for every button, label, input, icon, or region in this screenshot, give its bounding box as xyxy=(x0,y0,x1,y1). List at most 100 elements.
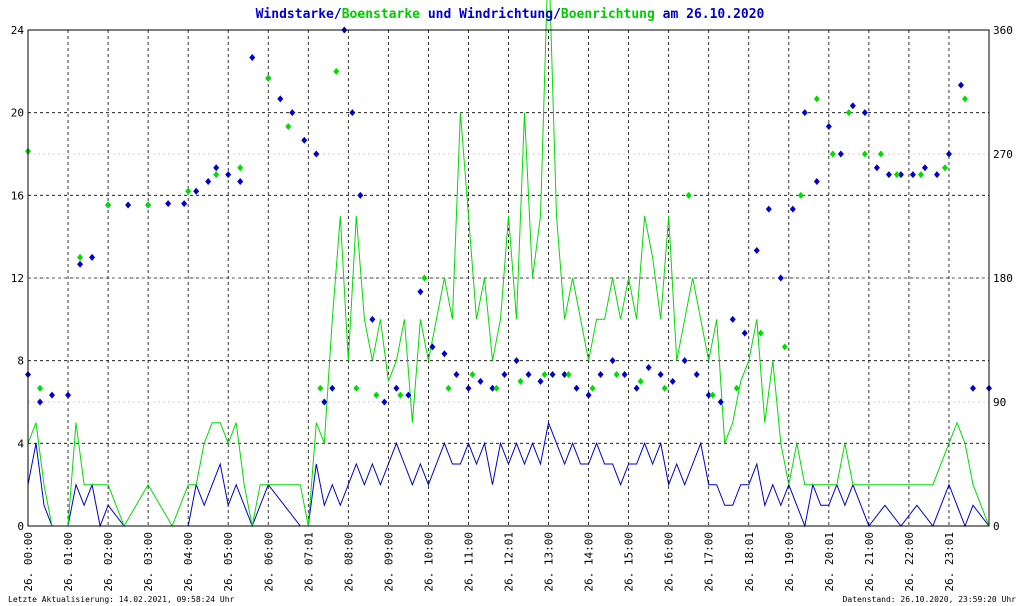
series-3-point-19 xyxy=(517,377,524,385)
series-2-point-15 xyxy=(237,178,244,186)
y-tick-right-4: 360 xyxy=(993,24,1013,37)
series-2-point-72 xyxy=(909,171,916,179)
series-2-point-31 xyxy=(417,288,424,296)
series-2-point-70 xyxy=(885,171,892,179)
series-2-point-27 xyxy=(369,315,376,323)
series-3-point-6 xyxy=(213,171,220,179)
series-2-point-21 xyxy=(313,150,320,158)
series-2-point-51 xyxy=(657,370,664,378)
series-2-point-44 xyxy=(573,384,580,392)
series-3-point-40 xyxy=(961,95,968,103)
series-2-point-68 xyxy=(861,109,868,117)
series-3-point-30 xyxy=(781,343,788,351)
series-2-point-35 xyxy=(465,384,472,392)
x-tick-10: 26. 10:00 xyxy=(422,532,435,592)
title-part-0: Windstarke xyxy=(256,7,334,22)
series-3-point-5 xyxy=(185,187,192,195)
x-tick-23: 26. 23:01 xyxy=(943,532,956,592)
x-tick-0: 26. 00:00 xyxy=(22,532,35,592)
x-tick-8: 26. 08:00 xyxy=(342,532,355,592)
y-tick-left-5: 20 xyxy=(11,107,24,120)
series-2-point-14 xyxy=(225,171,232,179)
x-tick-22: 26. 22:00 xyxy=(903,532,916,592)
series-2-point-40 xyxy=(525,370,532,378)
series-3-point-24 xyxy=(637,377,644,385)
series-line-0 xyxy=(27,420,990,528)
series-2-point-61 xyxy=(777,274,784,282)
series-2-point-65 xyxy=(825,122,832,130)
x-tick-19: 26. 19:00 xyxy=(783,532,796,592)
x-tick-12: 26. 12:01 xyxy=(503,532,516,592)
x-tick-18: 26. 18:01 xyxy=(743,532,756,592)
series-3-point-20 xyxy=(541,370,548,378)
y-tick-left-6: 24 xyxy=(11,24,25,37)
series-3-point-34 xyxy=(845,109,852,117)
series-2-point-37 xyxy=(489,384,496,392)
y-axis-right: 0 90 180 270 360 xyxy=(993,24,1013,533)
series-3-point-36 xyxy=(877,150,884,158)
x-tick-5: 26. 05:00 xyxy=(222,532,235,592)
series-3-point-31 xyxy=(797,191,804,199)
series-3-point-16 xyxy=(445,384,452,392)
series-3-point-11 xyxy=(333,67,340,75)
title-part-6: Boenrichtung xyxy=(561,7,655,22)
y-tick-left-0: 0 xyxy=(17,520,24,533)
series-2-point-52 xyxy=(669,377,676,385)
series-2-point-71 xyxy=(897,171,904,179)
x-tick-7: 26. 07:01 xyxy=(302,532,315,592)
series-2-point-63 xyxy=(801,109,808,117)
y-axis-left: 0 4 8 12 16 20 24 xyxy=(11,24,25,533)
series-2-point-39 xyxy=(513,357,520,365)
series-2-point-54 xyxy=(693,370,700,378)
series-points xyxy=(25,26,992,406)
series-2-point-75 xyxy=(945,150,952,158)
series-3-point-18 xyxy=(493,384,500,392)
x-tick-15: 26. 15:00 xyxy=(623,532,636,592)
x-axis: 26. 00:00 26. 01:00 26. 02:00 26. 03:00 26. … xyxy=(22,532,956,592)
series-2-point-4 xyxy=(77,260,84,268)
series-2-point-76 xyxy=(957,81,964,89)
series-3-point-9 xyxy=(285,122,292,130)
series-2-point-29 xyxy=(393,384,400,392)
series-2-point-18 xyxy=(277,95,284,103)
series-2-point-59 xyxy=(753,246,760,254)
y-tick-left-1: 4 xyxy=(17,437,24,450)
series-3-point-37 xyxy=(893,171,900,179)
series-2-point-64 xyxy=(813,178,820,186)
series-2-point-55 xyxy=(705,391,712,399)
footer-data-state: Datenstand: 26.10.2020, 23:59:20 Uhr xyxy=(843,595,1017,604)
series-2-point-1 xyxy=(37,398,44,406)
series-2-point-10 xyxy=(181,200,188,208)
series-2-point-20 xyxy=(301,136,308,144)
title-part-5: / xyxy=(553,7,561,22)
series-2-point-16 xyxy=(249,54,256,62)
series-3-point-39 xyxy=(941,164,948,172)
series-2-point-32 xyxy=(429,343,436,351)
series-2-point-69 xyxy=(873,164,880,172)
x-tick-1: 26. 01:00 xyxy=(62,532,75,592)
footer-last-update: Letzte Aktualisierung: 14.02.2021, 09:58… xyxy=(8,595,235,604)
y-tick-right-2: 180 xyxy=(993,272,1013,285)
series-3-point-38 xyxy=(917,171,924,179)
title-part-4: Windrichtung xyxy=(459,7,553,22)
series-2-point-77 xyxy=(969,384,976,392)
series-line-1 xyxy=(27,0,990,528)
x-tick-13: 26. 13:00 xyxy=(543,532,556,592)
series-2-point-57 xyxy=(729,315,736,323)
series-2-point-36 xyxy=(477,377,484,385)
series-2-point-3 xyxy=(65,391,72,399)
y-tick-left-4: 16 xyxy=(11,189,24,202)
grid xyxy=(28,30,989,526)
series-3-point-12 xyxy=(353,384,360,392)
series-2-point-2 xyxy=(49,391,56,399)
series-3-point-17 xyxy=(469,370,476,378)
x-tick-3: 26. 03:00 xyxy=(142,532,155,592)
y-tick-left-3: 12 xyxy=(11,272,24,285)
series-3-point-35 xyxy=(861,150,868,158)
x-tick-4: 26. 04:00 xyxy=(182,532,195,592)
series-2-point-50 xyxy=(645,364,652,372)
series-2-point-28 xyxy=(381,398,388,406)
series-2-point-53 xyxy=(681,357,688,365)
series-2-point-47 xyxy=(609,357,616,365)
